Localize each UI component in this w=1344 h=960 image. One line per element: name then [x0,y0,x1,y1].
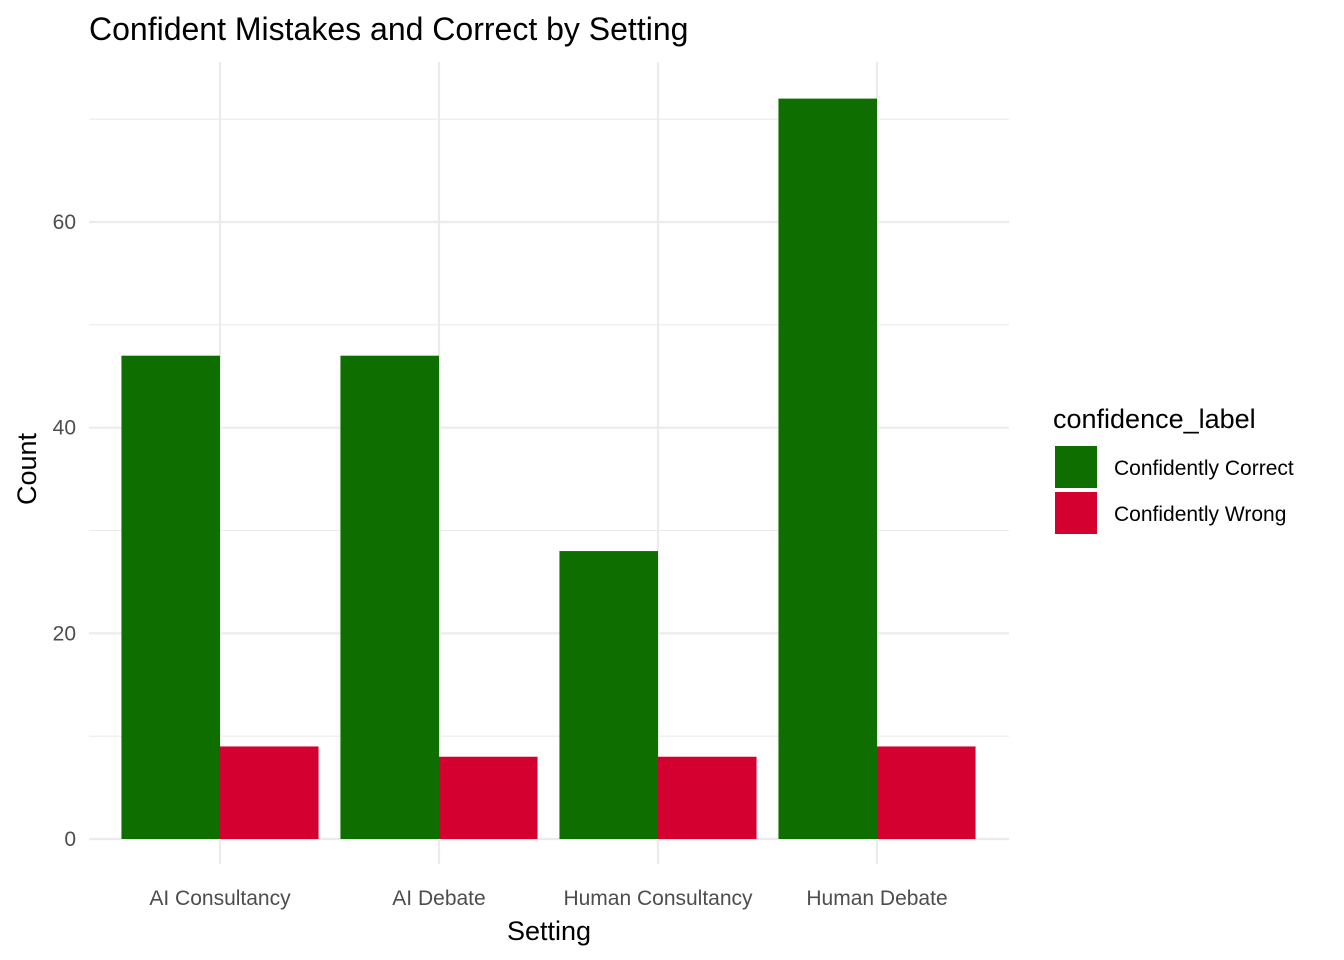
x-tick-label: Human Debate [806,887,947,910]
bar-confidently-correct-human-debate [778,98,877,840]
y-axis-ticks: 0 20 40 60 [53,211,76,851]
bar-confidently-wrong-human-debate [877,746,976,839]
y-tick-label: 20 [53,622,76,645]
bar-confidently-correct-ai-consultancy [121,355,220,839]
y-tick-label: 40 [53,417,76,440]
chart-title: Confident Mistakes and Correct by Settin… [89,11,688,47]
bar-confidently-wrong-human-consultancy [658,756,757,839]
bar-confidently-wrong-ai-debate [439,756,538,839]
bar-confidently-correct-ai-debate [340,355,439,839]
x-tick-label: AI Consultancy [149,887,291,910]
legend-label: Confidently Correct [1114,457,1294,480]
legend-label: Confidently Wrong [1114,503,1286,526]
legend-swatch [1055,492,1097,534]
legend-swatch [1055,446,1097,488]
y-tick-label: 60 [53,211,76,234]
y-axis-title: Count [12,432,42,505]
bars [121,98,976,840]
x-tick-label: AI Debate [392,887,485,910]
legend: confidence_label Confidently Correct Conf… [1053,404,1294,534]
y-tick-label: 0 [64,828,76,851]
x-axis-title: Setting [507,916,591,946]
bar-confidently-correct-human-consultancy [559,551,658,839]
x-axis-ticks: AI Consultancy AI Debate Human Consultancy… [149,887,947,910]
bar-confidently-wrong-ai-consultancy [220,746,319,839]
legend-title: confidence_label [1053,404,1256,434]
x-tick-label: Human Consultancy [563,887,753,910]
